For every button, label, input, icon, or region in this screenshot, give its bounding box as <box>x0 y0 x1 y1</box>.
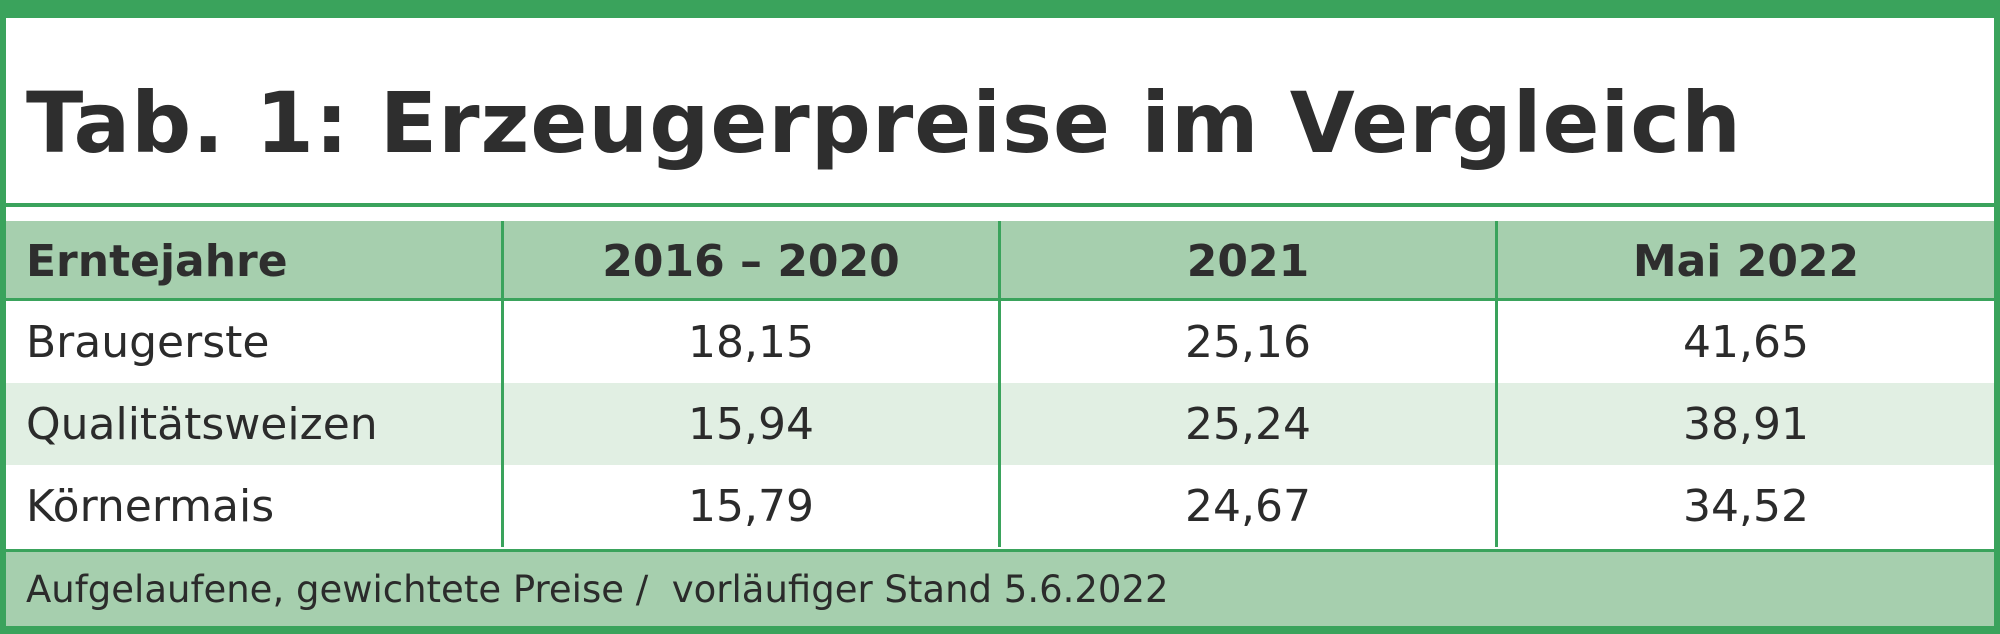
footer-divider <box>6 549 1994 552</box>
table-cell: 15,79 <box>504 465 1001 547</box>
table-footnote: Aufgelaufene, gewichtete Preise / vorläu… <box>6 552 1994 626</box>
table-header-row: Erntejahre 2016 – 2020 2021 Mai 2022 <box>6 221 1994 301</box>
header-cell-2021: 2021 <box>1001 221 1498 301</box>
row-label-koernermais: Körnermais <box>6 465 504 547</box>
table-cell: 18,15 <box>504 301 1001 383</box>
table-cell: 24,67 <box>1001 465 1498 547</box>
header-cell-mai-2022: Mai 2022 <box>1632 235 1860 287</box>
header-cell-erntejahre: Erntejahre <box>6 221 504 301</box>
table-cell: 38,91 <box>1683 398 1809 450</box>
row-label-braugerste: Braugerste <box>6 301 504 383</box>
table-row: Braugerste 18,15 25,16 41,65 <box>6 301 1994 383</box>
price-table: Erntejahre 2016 – 2020 2021 Mai 2022 Bra… <box>6 221 1994 547</box>
table-cell: 34,52 <box>1683 480 1809 532</box>
table-cell: 25,16 <box>1001 301 1498 383</box>
row-label-qualitaetsweizen: Qualitätsweizen <box>6 383 504 465</box>
table-cell: 25,24 <box>1001 383 1498 465</box>
title-divider <box>6 203 1994 207</box>
table-row: Körnermais 15,79 24,67 34,52 <box>6 465 1994 547</box>
header-divider <box>6 298 1994 301</box>
header-cell-2016-2020: 2016 – 2020 <box>504 221 1001 301</box>
table-cell: 41,65 <box>1683 316 1809 368</box>
table-title: Tab. 1: Erzeugerpreise im Vergleich <box>26 74 1742 172</box>
table-row: Qualitätsweizen 15,94 25,24 38,91 <box>6 383 1994 465</box>
table-cell: 15,94 <box>504 383 1001 465</box>
